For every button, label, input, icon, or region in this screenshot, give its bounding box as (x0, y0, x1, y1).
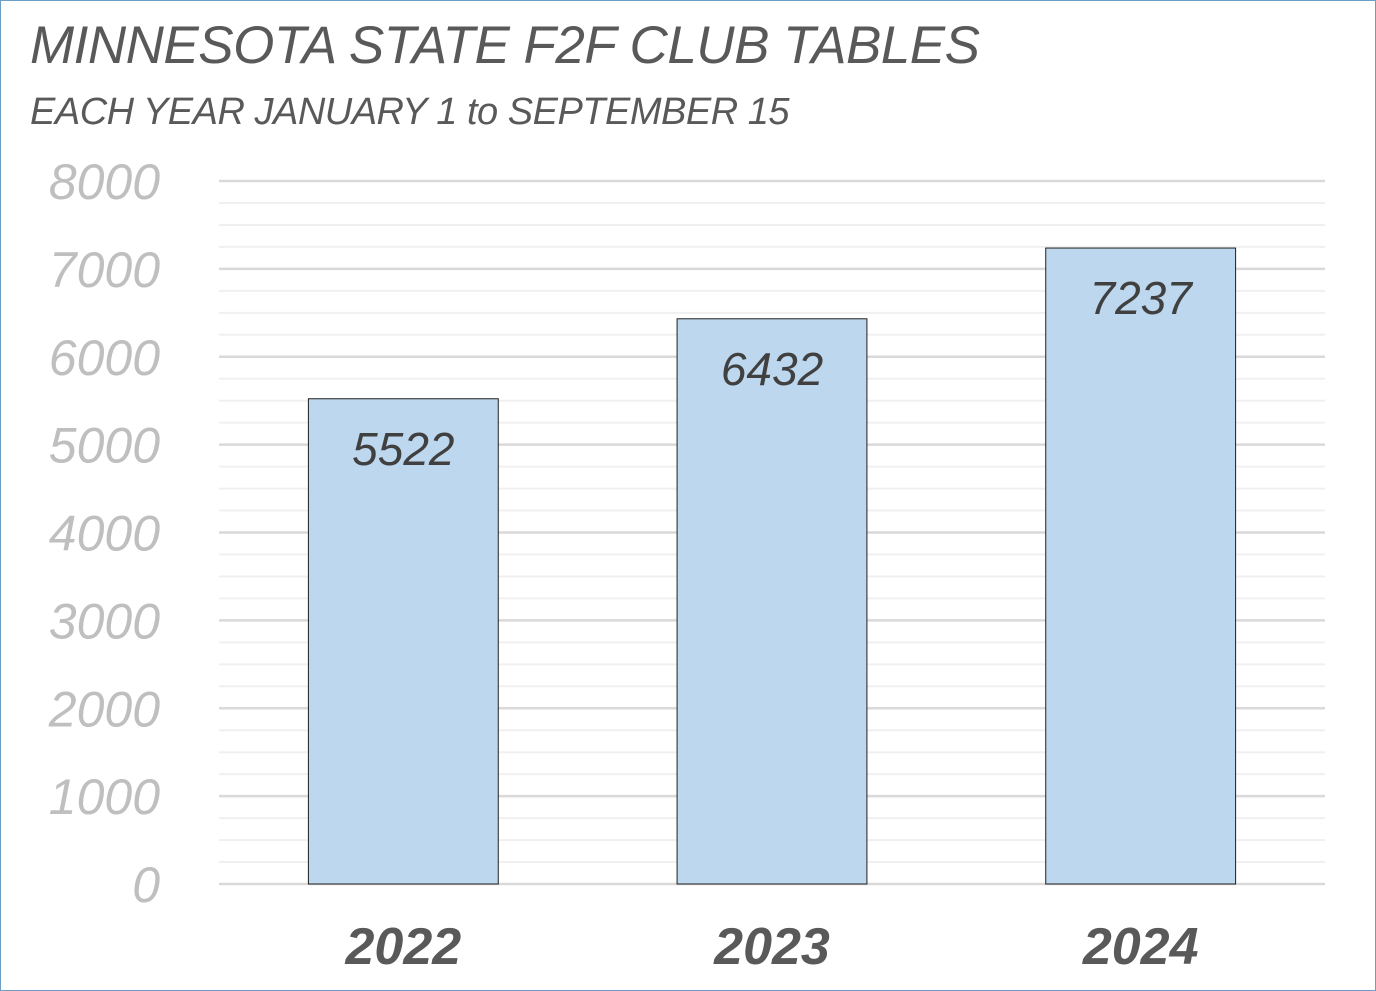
bars (307, 247, 1237, 885)
data-label-2024: 7237 (1089, 272, 1193, 324)
data-labels: 5522 6432 7237 (352, 272, 1193, 475)
data-label-2023: 6432 (721, 343, 823, 395)
x-axis-tick-labels: 2022 2023 2024 (344, 918, 1198, 976)
y-tick-label: 5000 (49, 418, 160, 474)
bar-2022 (307, 398, 499, 885)
y-tick-label: 2000 (48, 681, 160, 737)
bar-2023 (676, 318, 868, 885)
y-tick-label: 8000 (49, 154, 160, 210)
y-tick-label: 1000 (49, 769, 160, 825)
y-tick-label: 0 (132, 857, 160, 913)
data-label-2022: 5522 (352, 423, 454, 475)
y-tick-label: 6000 (49, 330, 160, 386)
chart-title: MINNESOTA STATE F2F CLUB TABLES (30, 16, 980, 75)
y-tick-label: 7000 (49, 242, 160, 298)
x-tick-label-2024: 2024 (1082, 918, 1199, 976)
x-tick-label-2023: 2023 (713, 918, 830, 976)
y-tick-label: 3000 (49, 593, 160, 649)
y-axis-tick-labels: 0 1000 2000 3000 4000 5000 6000 7000 8000 (48, 154, 160, 913)
chart-subtitle: EACH YEAR JANUARY 1 to SEPTEMBER 15 (30, 91, 789, 133)
x-tick-label-2022: 2022 (344, 918, 461, 976)
bar-2024 (1045, 247, 1237, 885)
y-tick-label: 4000 (49, 506, 160, 562)
